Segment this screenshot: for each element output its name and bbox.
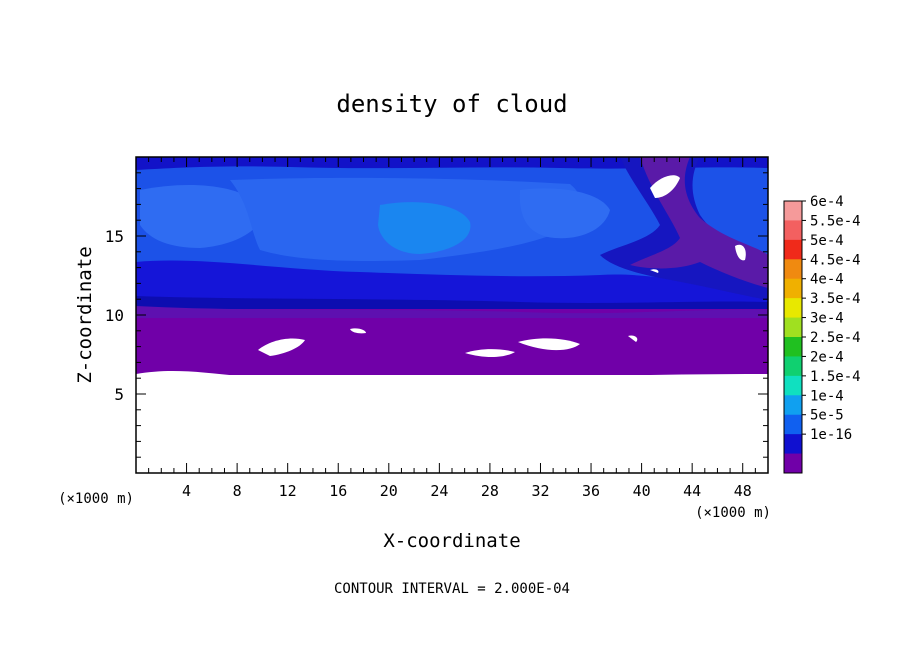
x-axis-unit-right: (×1000 m) [695,505,771,521]
x-tick-label: 12 [279,482,297,500]
clear-patch-2 [350,328,366,334]
colorbar-swatch [784,356,802,377]
x-tick-label: 28 [481,482,499,500]
colorbar-label: 5.5e-4 [810,213,861,229]
x-axis-unit-left: (×1000 m) [58,491,134,507]
x-axis-label: X-coordinate [383,530,520,552]
colorbar-label: 3e-4 [810,311,844,327]
colorbar-label: 1.5e-4 [810,369,861,385]
x-tick-label: 36 [582,482,600,500]
cloud-core-mid-light [378,202,471,254]
colorbar-label: 6e-4 [810,194,844,210]
cloud-base-edge [136,296,768,312]
clear-patch-5 [628,335,638,342]
plume-hole-2 [735,244,746,261]
colorbar-label: 5e-5 [810,408,844,424]
y-tick-label: 5 [114,385,124,404]
colorbar-label: 1e-16 [810,427,852,443]
colorbar-swatch [784,259,802,280]
cloud-core-right [519,188,610,239]
clear-patch-3 [465,349,515,358]
colorbar-label: 2e-4 [810,349,844,365]
layer-transition [136,306,768,318]
colorbar-label: 4e-4 [810,272,844,288]
colorbar-label: 1e-4 [810,388,844,404]
plume-hole-3 [650,269,659,273]
contour-interval: CONTOUR INTERVAL = 2.000E-04 [334,581,570,597]
cloud-lower-band [136,260,768,309]
x-tick-label: 40 [633,482,651,500]
colorbar-swatch [784,434,802,455]
y-axis-label: Z-coordinate [74,246,96,383]
colorbar-swatch [784,317,802,338]
plume-hole-1 [650,175,680,198]
x-tick-label: 4 [182,482,191,500]
colorbar-swatch [784,201,802,221]
colorbar: 6e-4 5.5e-4 5e-4 4.5e-4 4e-4 3.5e-4 3e-4 2.5e-4… [783,194,861,474]
clear-patch-1 [258,338,305,356]
colorbar-swatch [784,278,802,299]
colorbar-swatch [784,414,802,435]
colorbar-swatch [784,453,802,474]
chart-title: density of cloud [336,90,567,118]
x-tick-label: 32 [531,482,549,500]
heatmap-field [136,157,768,473]
colorbar-swatch [784,298,802,319]
colorbar-swatch [784,375,802,396]
colorbar-swatch [784,395,802,416]
x-tick-label: 24 [430,482,448,500]
low-density-layer [136,309,768,375]
colorbar-swatch [784,337,802,357]
cloud-free-region [136,370,768,473]
x-tick-label: 48 [734,482,752,500]
clear-patch-4 [518,338,580,351]
colorbar-label: 4.5e-4 [810,252,861,268]
cloud-core-left [140,185,262,248]
colorbar-label: 2.5e-4 [810,330,861,346]
colorbar-label: 5e-4 [810,233,844,249]
x-tick-label: 44 [683,482,701,500]
x-tick-label: 16 [329,482,347,500]
x-tick-label: 20 [380,482,398,500]
colorbar-swatch [784,239,802,260]
colorbar-label: 3.5e-4 [810,291,861,307]
cloud-top-edge [136,157,768,170]
colorbar-swatch [784,220,802,241]
y-tick-label: 10 [105,306,124,325]
y-tick-label: 15 [105,227,124,246]
x-tick-label: 8 [233,482,242,500]
